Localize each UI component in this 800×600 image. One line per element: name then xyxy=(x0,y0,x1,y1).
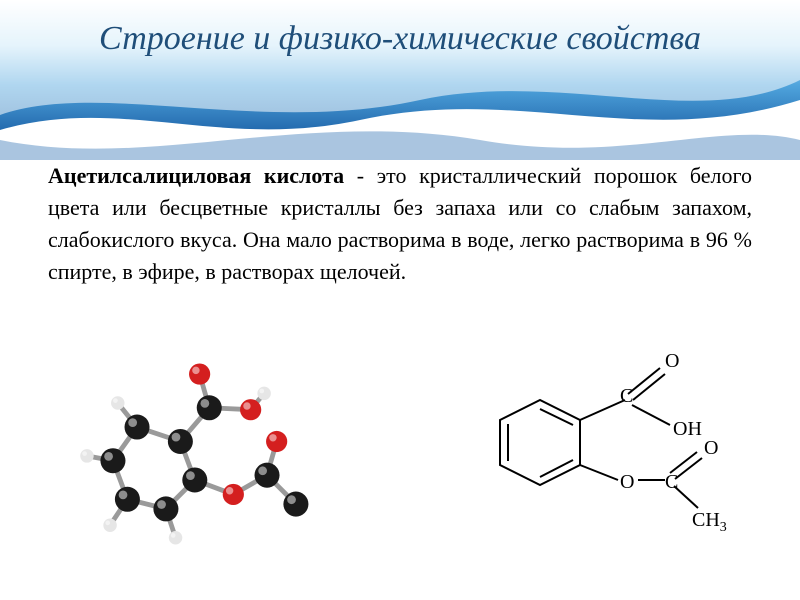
label-o-mid: O xyxy=(620,471,634,493)
lead-term: Ацетилсалициловая кислота xyxy=(48,163,344,188)
label-oh: OH xyxy=(673,418,702,440)
label-ch3: CH3 xyxy=(692,509,727,535)
label-o-side: O xyxy=(704,437,718,459)
slide-title: Строение и физико-химические свойства xyxy=(0,18,800,61)
molecule-2d-svg: O C OH O C O CH3 xyxy=(460,340,730,540)
body-paragraph: Ацетилсалициловая кислота - это кристалл… xyxy=(48,160,752,288)
label-c-mid: C xyxy=(665,471,678,493)
label-o-top: O xyxy=(665,350,679,372)
body-connector: - это xyxy=(344,163,419,188)
label-c-top: C xyxy=(620,385,633,407)
structural-formula: O C OH O C O CH3 xyxy=(460,340,730,540)
molecule-3d-svg xyxy=(60,350,320,562)
molecule-3d-model xyxy=(60,350,320,570)
slide: Строение и физико-химические свойства Ац… xyxy=(0,0,800,600)
